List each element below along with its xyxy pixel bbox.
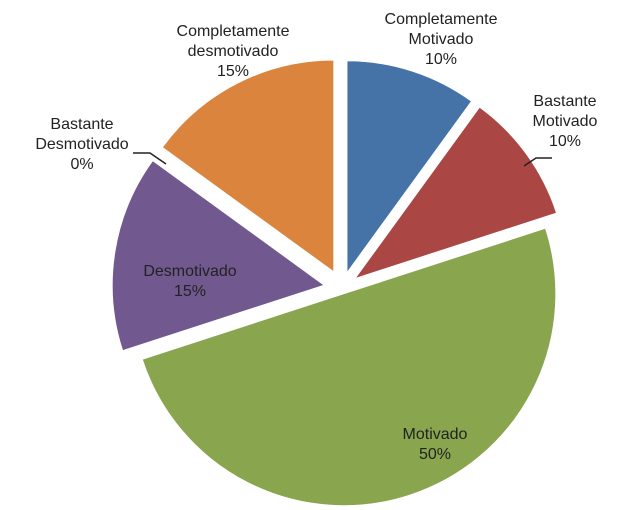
slice-category-label: Bastante Motivado	[532, 93, 598, 130]
slice-value-label: 15%	[216, 63, 250, 80]
slice-category-label: Motivado	[402, 426, 468, 443]
slice-value-label: 10%	[548, 133, 582, 150]
leader-line	[133, 152, 167, 165]
pie-slice	[346, 60, 473, 275]
slice-category-label: Completamente desmotivado	[176, 23, 290, 60]
leader-line	[523, 157, 552, 167]
slice-category-label: Completamente Motivado	[384, 11, 498, 48]
slice-value-label: 10%	[424, 51, 458, 68]
slice-category-label: Bastante Desmotivado	[35, 116, 129, 153]
pie-slice	[353, 106, 558, 280]
pie-slice	[111, 159, 326, 352]
pie-slice	[161, 59, 335, 273]
slice-value-label: 15%	[173, 283, 207, 300]
slice-value-label: 0%	[70, 156, 94, 173]
pie-slice	[141, 227, 557, 507]
slice-category-label: Desmotivado	[143, 263, 237, 280]
slice-value-label: 50%	[418, 446, 452, 463]
